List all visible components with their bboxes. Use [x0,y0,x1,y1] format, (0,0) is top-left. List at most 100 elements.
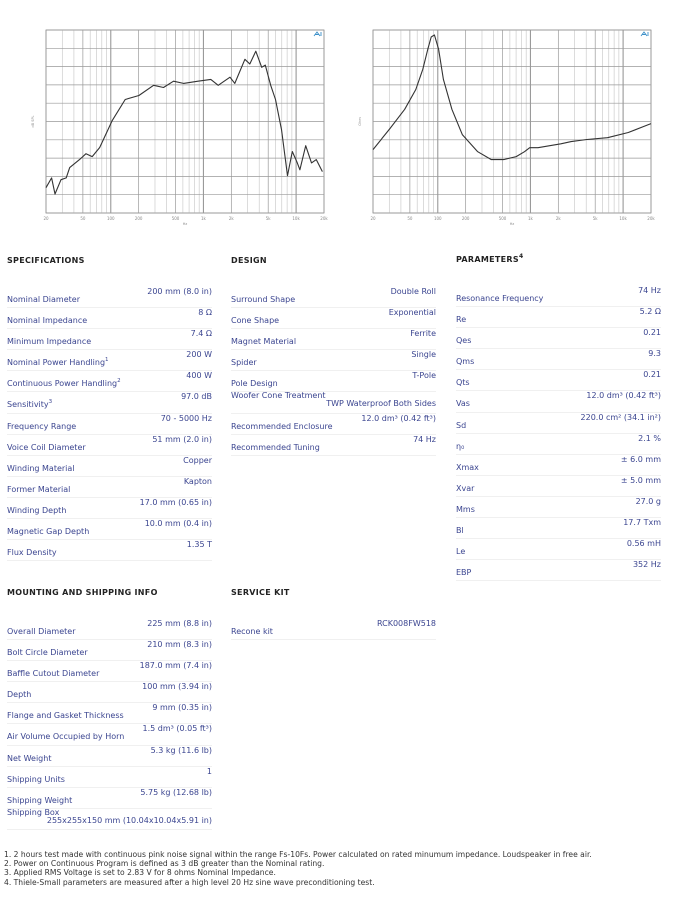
row-label: Nominal Diameter [7,295,80,304]
x-tick-label: 2k [556,216,562,221]
row-label-text: Surround Shape [231,295,296,304]
x-tick-label: 1k [201,216,207,221]
footnote: 1. 2 hours test made with continuous pin… [4,850,592,859]
row-label: Qms [456,357,474,366]
row-value: Double Roll [390,287,436,296]
row-label: Net Weight [7,754,51,763]
table-row: Sd 220.0 cm² (34.1 in²) [456,413,661,434]
row-label: Overall Diameter [7,627,75,636]
row-value: 17.0 mm (0.65 in) [139,497,212,507]
table-row: Net Weight 5.3 kg (11.6 lb) [7,746,212,767]
row-value: 51 mm (2.0 in) [152,434,212,444]
table-row: Bolt Circle Diameter 210 mm (8.3 in) [7,640,212,662]
logo-icon [313,31,322,37]
row-value: 97.0 dB [181,392,212,402]
table-row: η₀ 2.1 % [456,434,661,455]
mounting-table: Overall Diameter 225 mm (8.8 in) Bolt Circ… [7,619,212,830]
table-row: Le 0.56 mH [456,539,661,561]
x-tick-label: 10k [292,216,300,221]
y-axis-label: Ohm [358,117,362,126]
row-label-text: Winding Material [7,463,75,473]
section-title: MOUNTING AND SHIPPING INFO [7,588,158,597]
service-kit-section: SERVICE KIT Recone kit RCK008FW518 [231,588,436,641]
row-label-text: η₀ [456,441,465,451]
row-label: Baffle Cutout Diameter [7,669,99,678]
row-label: Recommended Enclosure [231,422,333,431]
footnotes: 1. 2 hours test made with continuous pin… [4,850,592,887]
row-value: 0.56 mH [626,539,661,549]
row-label-text: Shipping Box [7,807,60,817]
x-tick-label: 500 [172,216,180,221]
row-label-text: Nominal Impedance [7,316,88,326]
row-label: Minimum Impedance [7,337,91,346]
row-label: Qts [456,378,470,387]
x-tick-label: 50 [80,216,86,221]
table-row: Pole Design T-Pole [231,371,436,393]
table-row: Magnetic Gap Depth 10.0 mm (0.4 in) [7,519,212,541]
table-row: Recone kit RCK008FW518 [231,619,436,641]
row-label: Magnetic Gap Depth [7,527,89,536]
row-label-text: Flux Density [7,548,57,558]
row-label-text: Bolt Circle Diameter [7,648,88,658]
row-label: Cone Shape [231,316,279,325]
row-label: Nominal Impedance [7,316,87,325]
row-label: Shipping Box [7,808,59,817]
row-label-text: Vas [456,399,470,409]
row-value: Kapton [183,476,212,486]
specifications-table: Nominal Diameter 200 mm (8.0 in) Nominal I… [7,287,212,562]
row-label: Former Material [7,485,70,494]
service-kit-table: Recone kit RCK008FW518 [231,619,436,641]
design-section: DESIGN Surround Shape Double Roll Cone Sha… [231,256,436,456]
row-label: Shipping Units [7,775,65,784]
table-row: Resonance Frequency 74 Hz [456,286,661,308]
table-row: Flange and Gasket Thickness 9 mm (0.35 in… [7,703,212,725]
series-line [372,34,652,161]
table-row: Qms 9.3 [456,349,661,371]
x-tick-label: 50 [407,216,413,221]
row-label-text: Recommended Tuning [231,442,320,452]
row-label: Vas [456,399,470,408]
table-row: Woofer Cone Treatment TWP Waterproof Both… [231,391,436,414]
mounting-section: MOUNTING AND SHIPPING INFO Overall Diame… [7,588,212,830]
row-label-text: Spider [231,358,257,368]
row-label: Le [456,547,465,556]
row-label-text: Qes [456,336,472,346]
row-label-text: Winding Depth [7,505,67,515]
table-row: Recommended Tuning 74 Hz [231,435,436,456]
section-title-text: PARAMETERS [456,255,519,264]
footnote: 2. Power on Continuous Program is define… [4,859,325,869]
row-label: Flux Density [7,548,57,557]
x-tick-label: 500 [499,216,507,221]
row-value: 0.21 [643,370,661,380]
x-tick-label: 20k [320,216,328,221]
x-tick-label: 20k [647,216,655,221]
footnote: 3. Applied RMS Voltage is set to 2.83 V … [4,868,276,878]
row-label-text: Re [456,315,467,325]
parameters-section: PARAMETERS4 Resonance Frequency 74 Hz Re 5.… [456,254,661,582]
row-value: Ferrite [410,329,436,339]
row-label-text: Qts [456,378,470,388]
table-row: Recommended Enclosure 12.0 dm³ (0.42 ft³) [231,414,436,435]
table-row: Mms 27.0 g [456,497,661,519]
row-value: T-Pole [412,371,436,381]
table-row: Former Material Kapton [7,477,212,498]
row-value: 225 mm (8.8 in) [147,619,212,628]
x-axis-label: Hz [183,222,188,226]
row-label-text: Recommended Enclosure [231,421,333,431]
row-value: 352 Hz [632,560,661,570]
row-value: 1.35 T [186,540,212,550]
x-tick-label: 200 [135,216,143,221]
row-label-text: Woofer Cone Treatment [231,391,326,401]
table-row: Air Volume Occupied by Horn 1.5 dm³ (0.05… [7,724,212,746]
table-row: Xvar ± 5.0 mm [456,476,661,497]
table-row: Xmax ± 6.0 mm [456,455,661,476]
row-label-text: Resonance Frequency [456,294,544,303]
row-label: η₀ [456,442,464,451]
row-label-text: Depth [7,690,32,700]
design-table: Surround Shape Double Roll Cone Shape Expon… [231,287,436,456]
table-row: Sensitivity3 97.0 dB [7,392,212,414]
row-value: 12.0 dm³ (0.42 ft³) [586,391,661,401]
row-value: ± 6.0 mm [620,454,661,464]
row-value: 100 mm (3.94 in) [142,682,212,692]
logo-icon [640,31,649,37]
